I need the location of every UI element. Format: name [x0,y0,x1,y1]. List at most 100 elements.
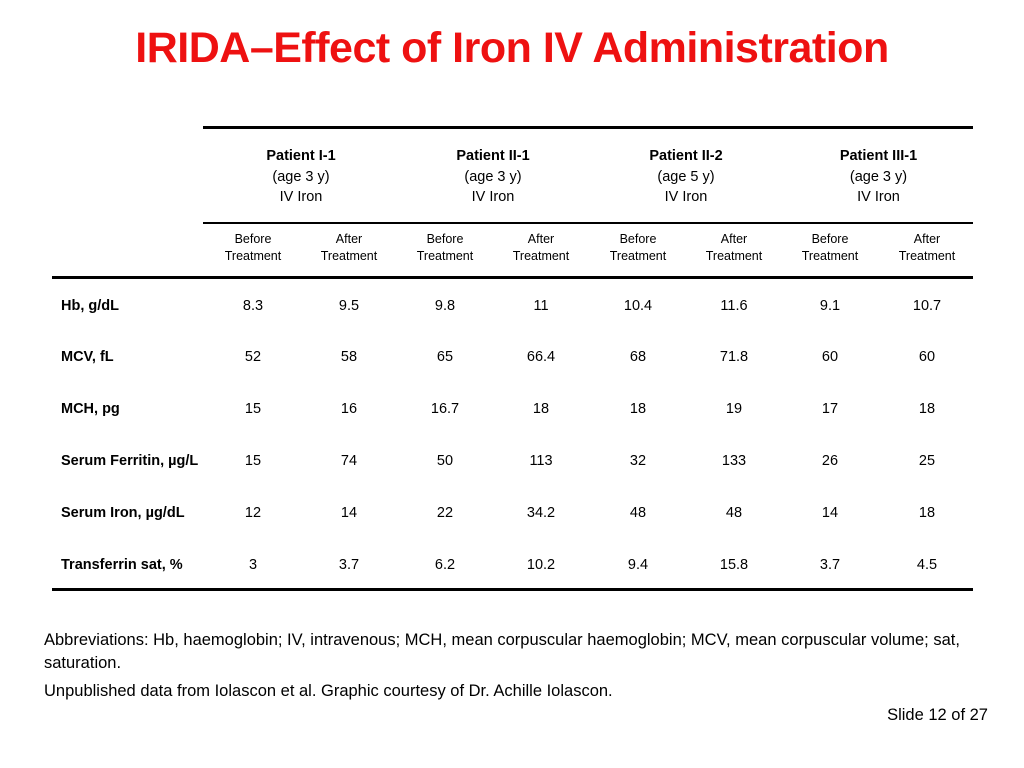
patient-name: Patient I-1 [266,148,336,164]
patient-age: (age 3 y) [464,168,522,185]
subheader-line: Treatment [512,249,570,263]
row-label: MCV, fL [61,333,211,381]
table-cell: 8.3 [242,298,264,314]
row-label-text: MCH, pg [61,400,120,417]
row-label: Serum Iron, µg/dL [61,489,211,537]
table-cell: 9.1 [819,298,841,314]
row-label: Transferrin sat, % [61,541,211,589]
table-cell: 9.5 [338,298,360,314]
abbreviations-note: Abbreviations: Hb, haemoglobin; IV, intr… [44,631,960,672]
subheader-line: After [335,232,363,246]
table-cell: 22 [436,505,454,521]
table-cell: 16.7 [430,401,460,417]
patient-header: Patient II-2 (age 5 y) IV Iron [586,146,786,208]
table-cell: 66.4 [526,349,556,365]
patient-name: Patient II-2 [649,148,723,164]
table-cell: 3.7 [338,557,360,573]
table-cell: 74 [340,453,358,469]
patient-age: (age 3 y) [272,168,330,185]
subheader-line: Before [811,232,849,246]
table-cell: 50 [436,453,454,469]
row-label-text: Serum Iron, µg/dL [61,504,185,521]
table-cell: 15 [244,401,262,417]
table-cell: 3.7 [819,557,841,573]
table-cell: 12 [244,505,262,521]
table-cell: 32 [629,453,647,469]
table-cell: 133 [721,453,747,469]
row-label-text: MCV, fL [61,348,114,365]
after-treatment-header: After Treatment [686,231,782,265]
subheader-line: After [527,232,555,246]
row-label: Serum Ferritin, µg/L [61,437,211,485]
table-cell: 58 [340,349,358,365]
subheader-line: Before [426,232,464,246]
patient-treatment: IV Iron [471,189,515,205]
patient-age: (age 3 y) [849,168,908,185]
patient-age: (age 5 y) [657,168,715,185]
table-cell: 26 [821,453,839,469]
table-cell: 6.2 [434,557,456,573]
table-cell: 19 [725,401,743,417]
row-label-text: Hb, g/dL [61,297,119,314]
table-cell: 14 [821,505,839,521]
table-cell: 10.2 [526,557,556,573]
table-top-rule [203,126,973,129]
table-cell: 18 [629,401,647,417]
table-cell: 48 [725,505,743,521]
table-cell: 4.5 [916,557,938,573]
subheader-line: After [720,232,748,246]
subheader-line: Treatment [898,249,956,263]
patient-treatment: IV Iron [279,189,323,205]
subheader-line: Treatment [320,249,378,263]
row-label-text: Serum Ferritin, µg/L [61,452,199,469]
table-cell: 9.8 [434,298,456,314]
table-cell: 52 [244,349,262,365]
table-cell: 10.4 [623,298,653,314]
table-cell: 10.7 [912,298,942,314]
table-cell: 3 [248,557,258,573]
row-label-text: Transferrin sat, % [61,556,183,573]
subheader-line: Treatment [705,249,763,263]
table-cell: 18 [918,505,936,521]
table-cell: 9.4 [627,557,649,573]
patient-header: Patient I-1 (age 3 y) IV Iron [201,146,401,208]
table-cell: 11 [533,298,549,314]
before-treatment-header: Before Treatment [205,231,301,265]
table-cell: 18 [918,401,936,417]
table-cell: 15 [244,453,262,469]
subheader-line: Treatment [224,249,282,263]
table-bottom-rule [52,588,973,591]
subheader-line: After [913,232,941,246]
row-label: MCH, pg [61,385,211,433]
table-cell: 71.8 [719,349,749,365]
patient-header: Patient II-1 (age 3 y) IV Iron [393,146,593,208]
table-cell: 68 [629,349,647,365]
table-cell: 11.6 [720,298,748,314]
header-divider-rule [203,222,973,224]
patient-name: Patient III-1 [839,148,918,164]
after-treatment-header: After Treatment [493,231,589,265]
table-cell: 65 [436,349,454,365]
subheader-line: Before [619,232,657,246]
table-cell: 18 [532,401,550,417]
table-cell: 15.8 [719,557,749,573]
before-treatment-header: Before Treatment [590,231,686,265]
table-cell: 16 [340,401,358,417]
table-cell: 60 [821,349,839,365]
before-treatment-header: Before Treatment [397,231,493,265]
subheader-bottom-rule [52,276,973,279]
source-note: Unpublished data from Iolascon et al. Gr… [44,682,613,700]
slide-number: Slide 12 of 27 [887,706,988,724]
table-cell: 17 [821,401,839,417]
after-treatment-header: After Treatment [879,231,975,265]
subheader-line: Before [234,232,272,246]
subheader-line: Treatment [609,249,667,263]
patient-treatment: IV Iron [857,189,900,205]
patient-treatment: IV Iron [664,189,708,205]
table-cell: 113 [529,453,553,469]
table-cell: 14 [340,505,358,521]
table-cell: 25 [918,453,936,469]
slide-title: IRIDA–Effect of Iron IV Administration [135,24,889,72]
subheader-line: Treatment [801,249,859,263]
patient-header: Patient III-1 (age 3 y) IV Iron [779,146,979,208]
